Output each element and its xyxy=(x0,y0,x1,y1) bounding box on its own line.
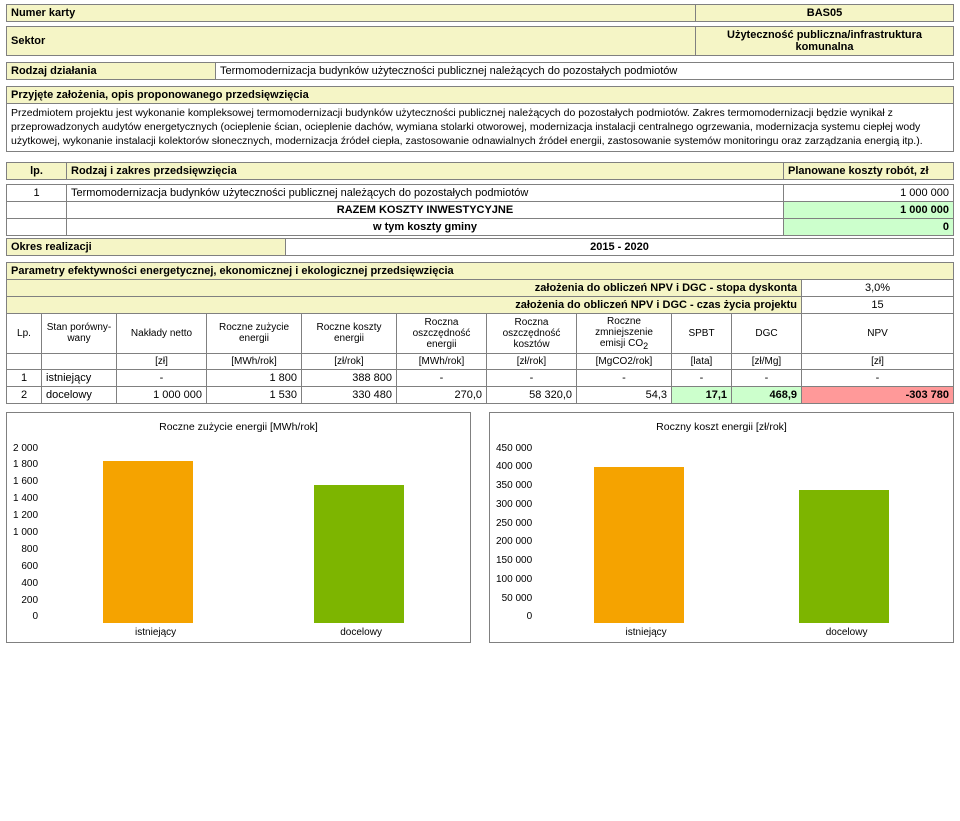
sektor-value: Użyteczność publiczna/infrastruktura kom… xyxy=(696,27,954,56)
r2-koszty: 330 480 xyxy=(302,386,397,403)
bar xyxy=(314,485,404,623)
u-npv: [zł] xyxy=(802,353,954,369)
scope-table: lp. Rodzaj i zakres przedsięwzięcia Plan… xyxy=(6,162,954,236)
chart-cost: Roczny koszt energii [zł/rok] 050 000100… xyxy=(489,412,954,643)
koszty-header: Planowane koszty robót, zł xyxy=(784,162,954,179)
r2-npv: -303 780 xyxy=(802,386,954,403)
chart-cost-title: Roczny koszt energii [zł/rok] xyxy=(496,421,947,433)
chart-cost-xaxis: istniejącydocelowy xyxy=(496,627,947,638)
page: Numer karty BAS05 Sektor Użyteczność pub… xyxy=(0,0,960,647)
rodzaj-label: Rodzaj działania xyxy=(7,63,216,80)
numer-karty-label: Numer karty xyxy=(7,5,696,22)
u-naklady: [zł] xyxy=(117,353,207,369)
bar xyxy=(103,461,193,623)
r2-oen: 270,0 xyxy=(397,386,487,403)
r2-co2: 54,3 xyxy=(577,386,672,403)
scope-row1-text: Termomodernizacja budynków użyteczności … xyxy=(67,184,784,201)
r1-koszty: 388 800 xyxy=(302,369,397,386)
u-dgc: [zł/Mg] xyxy=(732,353,802,369)
scope-row1-cost: 1 000 000 xyxy=(784,184,954,201)
npv-disc-label: założenia do obliczeń NPV i DGC - stopa … xyxy=(7,279,802,296)
r1-lp: 1 xyxy=(7,369,42,386)
r1-stan: istniejący xyxy=(42,369,117,386)
col-stan: Stan porówny- wany xyxy=(42,313,117,353)
r2-stan: docelowy xyxy=(42,386,117,403)
r2-naklady: 1 000 000 xyxy=(117,386,207,403)
col-koszty: Roczne koszty energii xyxy=(302,313,397,353)
col-dgc: DGC xyxy=(732,313,802,353)
life-label: założenia do obliczeń NPV i DGC - czas ż… xyxy=(7,296,802,313)
u-co2: [MgCO2/rok] xyxy=(577,353,672,369)
gmina-label: w tym koszty gminy xyxy=(67,218,784,235)
col-oszcz-k: Roczna oszczędność kosztów xyxy=(487,313,577,353)
r1-zuzycie: 1 800 xyxy=(207,369,302,386)
r2-dgc: 468,9 xyxy=(732,386,802,403)
col-npv: NPV xyxy=(802,313,954,353)
r2-ok: 58 320,0 xyxy=(487,386,577,403)
lp-header: lp. xyxy=(7,162,67,179)
r1-naklady: - xyxy=(117,369,207,386)
chart-energy-bars xyxy=(42,443,464,623)
chart-energy-yaxis: 02004006008001 0001 2001 4001 6001 8002 … xyxy=(13,443,42,623)
u-oszcz-k: [zł/rok] xyxy=(487,353,577,369)
col-oszcz-en: Roczna oszczędność energii xyxy=(397,313,487,353)
sektor-label: Sektor xyxy=(7,27,696,56)
params-header: Parametry efektywności energetycznej, ek… xyxy=(7,262,954,279)
col-zuzycie: Roczne zużycie energii xyxy=(207,313,302,353)
okres-label: Okres realizacji xyxy=(7,238,286,255)
card-header-table: Numer karty BAS05 Sektor Użyteczność pub… xyxy=(6,4,954,56)
u-oszcz-en: [MWh/rok] xyxy=(397,353,487,369)
npv-disc-value: 3,0% xyxy=(802,279,954,296)
chart-energy: Roczne zużycie energii [MWh/rok] 0200400… xyxy=(6,412,471,643)
chart-cost-yaxis: 050 000100 000150 000200 000250 000300 0… xyxy=(496,443,536,623)
charts-row: Roczne zużycie energii [MWh/rok] 0200400… xyxy=(6,412,954,643)
razem-value: 1 000 000 xyxy=(784,201,954,218)
chart-energy-title: Roczne zużycie energii [MWh/rok] xyxy=(13,421,464,433)
chart-energy-xaxis: istniejącydocelowy xyxy=(13,627,464,638)
col-naklady: Nakłady netto xyxy=(117,313,207,353)
r1-dgc: - xyxy=(732,369,802,386)
r2-zuzycie: 1 530 xyxy=(207,386,302,403)
col-spbt: SPBT xyxy=(672,313,732,353)
zalozenia-label: Przyjęte założenia, opis proponowanego p… xyxy=(7,87,954,104)
col-lp: Lp. xyxy=(7,313,42,353)
zakres-header: Rodzaj i zakres przedsięwzięcia xyxy=(67,162,784,179)
r1-ok: - xyxy=(487,369,577,386)
r2-spbt: 17,1 xyxy=(672,386,732,403)
u-zuzycie: [MWh/rok] xyxy=(207,353,302,369)
zalozenia-text: Przedmiotem projektu jest wykonanie komp… xyxy=(7,104,954,152)
col-co2: Roczne zmniejszenie emisji CO2 xyxy=(577,313,672,353)
u-spbt: [lata] xyxy=(672,353,732,369)
okres-value: 2015 - 2020 xyxy=(286,238,954,255)
rodzaj-value: Termomodernizacja budynków użyteczności … xyxy=(216,63,954,80)
r2-lp: 2 xyxy=(7,386,42,403)
bar xyxy=(594,467,684,623)
gmina-value: 0 xyxy=(784,218,954,235)
zalozenia-table: Przyjęte założenia, opis proponowanego p… xyxy=(6,86,954,152)
bar xyxy=(799,490,889,622)
r1-co2: - xyxy=(577,369,672,386)
numer-karty-value: BAS05 xyxy=(696,5,954,22)
r1-npv: - xyxy=(802,369,954,386)
r1-oen: - xyxy=(397,369,487,386)
u-koszty: [zł/rok] xyxy=(302,353,397,369)
razem-label: RAZEM KOSZTY INWESTYCYJNE xyxy=(67,201,784,218)
params-table: Parametry efektywności energetycznej, ek… xyxy=(6,262,954,404)
r1-spbt: - xyxy=(672,369,732,386)
chart-cost-bars xyxy=(536,443,947,623)
scope-row1-lp: 1 xyxy=(7,184,67,201)
rodzaj-table: Rodzaj działania Termomodernizacja budyn… xyxy=(6,62,954,80)
life-value: 15 xyxy=(802,296,954,313)
okres-table: Okres realizacji 2015 - 2020 xyxy=(6,238,954,256)
